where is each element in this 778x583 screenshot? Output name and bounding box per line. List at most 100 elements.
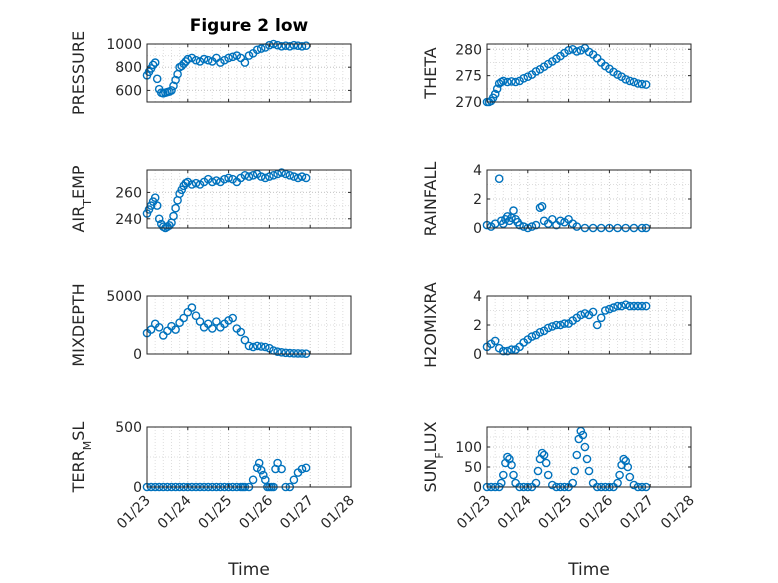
data-point (169, 211, 178, 221)
x-tick-label: 01/26 (236, 492, 276, 532)
data-point (252, 341, 262, 351)
data-point (560, 319, 569, 328)
y-axis-label: RAINFALL (421, 162, 440, 237)
data-point (537, 448, 547, 458)
data-point (240, 170, 250, 180)
data-point (641, 301, 651, 311)
data-point (258, 470, 268, 480)
data-point (167, 86, 176, 95)
data-point (580, 442, 590, 452)
y-tick-label: 0 (473, 480, 482, 496)
chart-title: Figure 2 low (190, 16, 309, 36)
data-point (195, 317, 205, 326)
x-tick-label: 01/27 (617, 493, 657, 533)
data-point (248, 475, 258, 485)
y-axis-label: THETA (421, 47, 440, 99)
data-point (285, 348, 295, 358)
x-tick-label: 01/28 (658, 493, 698, 533)
subplot-1: 600 800 1000 PRESSURE Figure 2 low (69, 16, 352, 115)
subplot-7: 0 500 01/23 01/24 01/25 01/26 01/27 01/28 TERRMS… (69, 420, 358, 580)
data-point (629, 480, 639, 490)
axes-frame (146, 43, 352, 103)
data-point (633, 79, 643, 88)
y-axis-label: SUNFLUX (421, 421, 446, 492)
axes-frame (146, 169, 352, 229)
data-point (289, 40, 299, 50)
data-point (152, 201, 162, 210)
axes-frame (486, 426, 692, 488)
data-point (154, 322, 164, 332)
data-point (601, 306, 610, 315)
data-point (220, 55, 229, 65)
data-point (187, 303, 197, 312)
y-tick-label: 240 (115, 212, 142, 228)
data-point (613, 301, 622, 311)
data-point (519, 74, 529, 83)
data-point (637, 301, 647, 311)
y-tick-label: 0 (473, 221, 482, 237)
data-point (621, 75, 631, 84)
data-point (576, 46, 586, 55)
data-point (256, 342, 266, 351)
data-point (556, 320, 565, 330)
data-point (297, 172, 307, 181)
y-axis-label: H2OMIXRA (421, 282, 440, 368)
data-point (179, 313, 188, 323)
data-point (503, 346, 512, 356)
data-point (535, 327, 545, 337)
data-point (293, 41, 303, 51)
data-point (498, 346, 508, 356)
y-tick-label: 2 (473, 318, 482, 334)
data-point (224, 53, 233, 63)
data-point (244, 172, 254, 181)
data-point (187, 53, 197, 63)
data-point (187, 180, 197, 189)
data-point (629, 77, 639, 87)
data-point (207, 177, 217, 187)
subplot-5: 0 5000 MIXDEPTH (69, 283, 352, 367)
data-point (171, 203, 180, 213)
data-point (617, 301, 626, 311)
data-point (297, 464, 307, 474)
data-point (492, 84, 502, 94)
data-point (552, 320, 561, 330)
y-tick-label: 280 (455, 42, 482, 58)
data-point (572, 47, 582, 56)
axes-frame (486, 43, 692, 103)
data-point (625, 472, 635, 482)
data-point (265, 40, 274, 50)
data-point (515, 220, 524, 230)
data-point (507, 77, 516, 86)
y-tick-label: 800 (115, 60, 142, 76)
data-point (212, 176, 221, 185)
data-point (572, 450, 582, 460)
x-tick-label: 01/27 (277, 493, 317, 533)
y-tick-label: 0 (473, 347, 482, 363)
data-point (507, 345, 516, 354)
data-point (248, 170, 258, 180)
data-point (273, 40, 282, 50)
data-point (533, 466, 543, 476)
data-point (269, 170, 278, 180)
data-point (633, 301, 643, 311)
data-point (289, 348, 299, 358)
data-point (252, 45, 262, 55)
data-point (623, 462, 633, 472)
y-tick-label: 1000 (106, 37, 142, 53)
subplot-8: 0 50 100 01/23 01/24 01/25 01/26 01/27 01/28 SUNF… (421, 421, 698, 580)
x-tick-label: 01/23 (454, 493, 494, 533)
y-tick-label: 0 (133, 347, 142, 363)
subplot-4: 0 2 4 RAINFALL (421, 162, 692, 237)
data-point (256, 172, 266, 181)
data-point (277, 464, 286, 474)
y-tick-label: 270 (455, 95, 482, 111)
y-tick-label: 0 (133, 480, 142, 496)
data-point (494, 174, 504, 183)
data-point (191, 311, 201, 321)
data-point (289, 475, 299, 485)
x-tick-label: 01/24 (155, 492, 195, 532)
data-point (523, 72, 533, 81)
data-point (199, 54, 209, 64)
data-point (150, 58, 160, 67)
data-point (236, 327, 246, 337)
